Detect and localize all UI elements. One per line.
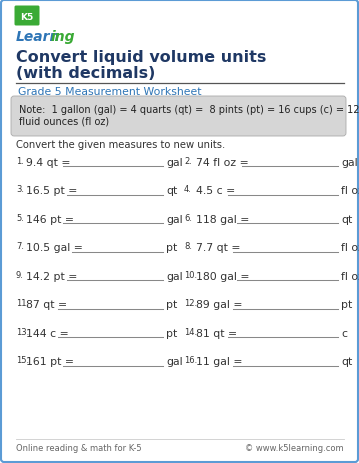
Text: (with decimals): (with decimals) [16, 66, 155, 81]
Text: gal: gal [166, 357, 183, 367]
Text: Learn: Learn [16, 30, 60, 44]
Text: 1.: 1. [16, 156, 24, 166]
Text: 4.5 c =: 4.5 c = [196, 186, 235, 196]
Text: 14.2 pt =: 14.2 pt = [26, 271, 78, 282]
Text: 16.5 pt =: 16.5 pt = [26, 186, 78, 196]
Text: qt: qt [341, 357, 352, 367]
Text: Grade 5 Measurement Worksheet: Grade 5 Measurement Worksheet [18, 87, 201, 97]
Text: 180 gal =: 180 gal = [196, 271, 250, 282]
Text: 8.: 8. [184, 242, 192, 251]
Text: 89 gal =: 89 gal = [196, 300, 242, 310]
Text: 146 pt =: 146 pt = [26, 214, 74, 225]
Text: fl oz: fl oz [341, 186, 359, 196]
Text: gal: gal [166, 271, 183, 282]
Text: pt: pt [166, 300, 177, 310]
Text: K5: K5 [20, 13, 34, 21]
Text: 7.: 7. [16, 242, 24, 251]
Text: 2.: 2. [184, 156, 192, 166]
Text: 161 pt =: 161 pt = [26, 357, 74, 367]
FancyBboxPatch shape [11, 97, 346, 137]
Text: fluid ounces (fl oz): fluid ounces (fl oz) [19, 116, 109, 126]
Text: pt: pt [166, 328, 177, 338]
Text: 9.: 9. [16, 270, 24, 279]
Text: Online reading & math for K-5: Online reading & math for K-5 [16, 443, 141, 452]
Text: pt: pt [341, 300, 352, 310]
Text: 10.: 10. [184, 270, 197, 279]
Text: Convert the given measures to new units.: Convert the given measures to new units. [16, 140, 225, 150]
Text: qt: qt [341, 214, 352, 225]
Text: 10.5 gal =: 10.5 gal = [26, 243, 83, 253]
Text: 11 gal =: 11 gal = [196, 357, 242, 367]
Text: gal: gal [341, 158, 358, 168]
Text: 74 fl oz =: 74 fl oz = [196, 158, 249, 168]
Text: Note:  1 gallon (gal) = 4 quarts (qt) =  8 pints (pt) = 16 cups (c) = 128: Note: 1 gallon (gal) = 4 quarts (qt) = 8… [19, 105, 359, 115]
Text: qt: qt [166, 186, 177, 196]
FancyBboxPatch shape [14, 6, 39, 26]
Text: c: c [341, 328, 347, 338]
Text: gal: gal [166, 158, 183, 168]
Text: Convert liquid volume units: Convert liquid volume units [16, 50, 266, 65]
Text: 16.: 16. [184, 356, 197, 365]
Text: fl oz: fl oz [341, 243, 359, 253]
Text: 15.: 15. [16, 356, 29, 365]
Text: 3.: 3. [16, 185, 24, 194]
Text: 13.: 13. [16, 327, 29, 336]
Text: 5.: 5. [16, 213, 24, 223]
Text: 12.: 12. [184, 299, 197, 308]
Text: pt: pt [166, 243, 177, 253]
Text: fl oz: fl oz [341, 271, 359, 282]
Text: © www.k5learning.com: © www.k5learning.com [245, 443, 344, 452]
Text: 9.4 qt =: 9.4 qt = [26, 158, 70, 168]
Text: 144 c =: 144 c = [26, 328, 69, 338]
Text: 81 qt =: 81 qt = [196, 328, 237, 338]
Text: ing: ing [51, 30, 75, 44]
Text: 11.: 11. [16, 299, 29, 308]
Text: gal: gal [166, 214, 183, 225]
Text: 6.: 6. [184, 213, 192, 223]
Text: 118 gal =: 118 gal = [196, 214, 250, 225]
Text: 14.: 14. [184, 327, 197, 336]
Text: 87 qt =: 87 qt = [26, 300, 67, 310]
Text: 4.: 4. [184, 185, 192, 194]
Text: 7.7 qt =: 7.7 qt = [196, 243, 241, 253]
